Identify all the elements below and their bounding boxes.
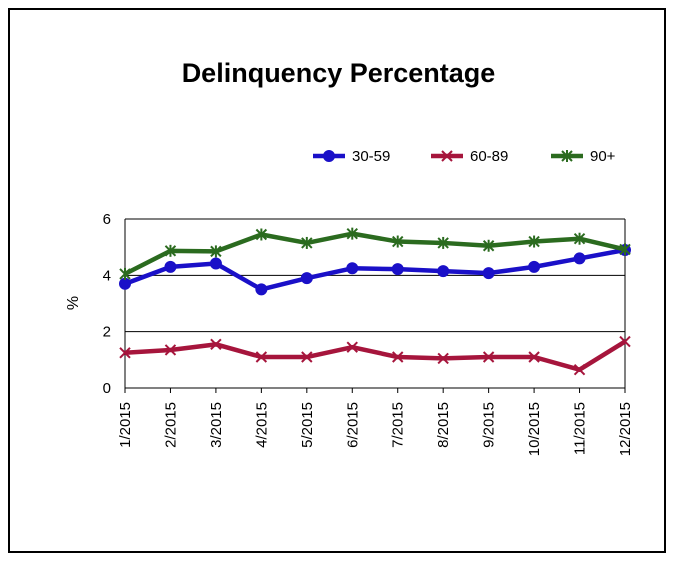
series-line-60-89 — [124, 339, 627, 372]
y-axis-label: % — [65, 296, 82, 310]
data-point — [482, 239, 495, 252]
x-tick-label: 5/2015 — [299, 402, 316, 448]
data-point — [164, 260, 177, 273]
data-point — [119, 277, 131, 290]
data-point — [346, 262, 359, 275]
legend-item-90+: 90+ — [551, 148, 616, 165]
series-60-89 — [119, 335, 631, 376]
x-tick-label: 11/2015 — [572, 402, 589, 455]
x-tick-label: 8/2015 — [435, 402, 452, 448]
data-point — [346, 227, 358, 240]
data-point — [210, 245, 222, 258]
x-tick-label: 10/2015 — [526, 402, 543, 456]
data-point — [255, 351, 268, 363]
legend-item-60-89: 60-89 — [431, 148, 508, 165]
x-tick-label: 7/2015 — [390, 402, 407, 448]
data-point — [573, 252, 586, 265]
chart-frame — [8, 8, 666, 553]
x-tick-label: 9/2015 — [481, 402, 498, 448]
data-point — [528, 351, 540, 363]
series-group — [119, 227, 631, 376]
x-tick-label: 3/2015 — [208, 402, 225, 448]
data-point — [392, 235, 404, 248]
x-tick-label: 1/2015 — [117, 402, 134, 448]
y-tick-label: 0 — [103, 380, 111, 397]
data-point — [210, 338, 222, 351]
series-line-90+ — [123, 231, 626, 276]
legend-marker — [323, 150, 335, 162]
data-point — [619, 243, 631, 256]
data-point — [437, 352, 449, 365]
legend-marker — [441, 150, 453, 162]
y-axis: 0 2 4 6 — [103, 211, 111, 397]
data-point — [164, 344, 177, 356]
data-point — [528, 235, 540, 248]
data-point — [573, 232, 586, 245]
data-point — [437, 236, 449, 249]
data-point — [119, 347, 131, 359]
x-axis: 1/2015 2/2015 3/2015 4/2015 5/2015 6/2015 7/20… — [117, 388, 634, 456]
data-point — [573, 363, 586, 376]
data-point — [346, 341, 358, 353]
data-point — [301, 351, 313, 363]
y-tick-label: 2 — [103, 324, 111, 341]
data-point — [528, 260, 541, 273]
data-point — [482, 267, 495, 280]
data-point — [164, 244, 177, 257]
chart-title: Delinquency Percentage — [181, 58, 496, 88]
data-point — [392, 351, 404, 363]
data-point — [437, 265, 450, 278]
data-point — [119, 267, 131, 280]
legend-label: 30-59 — [352, 148, 390, 165]
data-point — [391, 263, 404, 276]
data-point — [255, 228, 268, 241]
x-tick-label: 12/2015 — [617, 402, 634, 456]
data-point — [619, 335, 631, 348]
legend-item-30-59: 30-59 — [313, 148, 390, 165]
legend: 30-59 60-89 90+ — [313, 148, 616, 165]
data-point — [482, 351, 495, 363]
x-tick-label: 4/2015 — [253, 402, 270, 448]
y-tick-label: 6 — [103, 211, 111, 228]
legend-marker — [561, 150, 573, 162]
x-tick-label: 6/2015 — [344, 402, 361, 448]
data-point — [255, 283, 268, 296]
legend-label: 90+ — [590, 148, 616, 165]
data-point — [300, 272, 313, 285]
series-line-30-59 — [124, 247, 626, 292]
data-point — [301, 236, 313, 249]
data-point — [209, 257, 222, 270]
series-90+ — [119, 227, 631, 280]
legend-label: 60-89 — [470, 148, 508, 165]
x-tick-label: 2/2015 — [162, 402, 179, 448]
y-tick-label: 4 — [103, 267, 111, 284]
